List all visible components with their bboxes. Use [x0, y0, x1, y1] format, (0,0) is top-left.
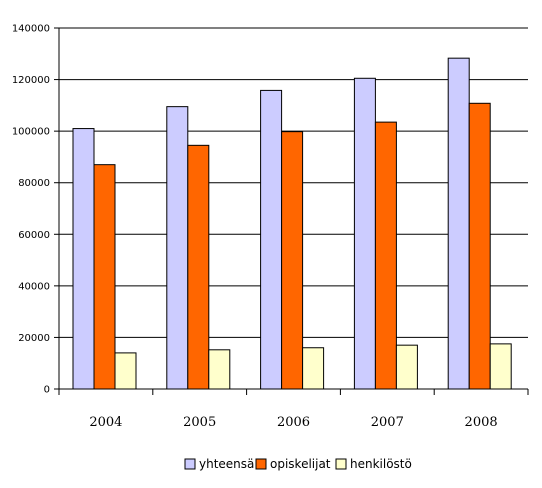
- bar-opiskelijat-2006: [281, 131, 304, 390]
- legend-swatch-opiskelijat: [255, 458, 267, 470]
- legend-label: opiskelijat: [270, 457, 331, 471]
- y-tick-labels: 0 20000 40000 60000 80000 100000 120000 140000: [12, 24, 50, 396]
- y-tick-label: 140000: [12, 24, 50, 35]
- bar-henkilöstö-2008: [489, 343, 512, 390]
- legend-label: yhteensä: [199, 457, 254, 471]
- bar-yhteensä-2004: [72, 128, 95, 390]
- bar-henkilöstö-2004: [114, 352, 137, 390]
- y-tick-label: 60000: [18, 230, 50, 241]
- legend-label: henkilöstö: [350, 457, 412, 471]
- bar-henkilöstö-2006: [302, 347, 325, 390]
- legend-swatch-henkilöstö: [335, 458, 347, 470]
- y-tick-label: 80000: [18, 178, 50, 189]
- bar-opiskelijat-2007: [374, 121, 397, 390]
- y-tick-label: 120000: [12, 75, 50, 86]
- bar-opiskelijat-2008: [468, 102, 491, 390]
- category-label: 2004: [89, 415, 122, 430]
- legend-swatch-yhteensä: [184, 458, 196, 470]
- bar-opiskelijat-2004: [93, 164, 116, 390]
- category-label: 2005: [183, 415, 216, 430]
- bar-henkilöstö-2005: [208, 349, 231, 390]
- bar-yhteensä-2006: [260, 89, 283, 390]
- category-labels: 2004 2005 2006 2007 2008: [89, 415, 497, 430]
- y-tick-label: 40000: [18, 281, 50, 292]
- legend: yhteensä opiskelijat henkilöstö: [184, 457, 412, 471]
- bar-yhteensä-2007: [353, 77, 376, 390]
- category-label: 2007: [371, 415, 404, 430]
- y-tick-label: 0: [44, 385, 50, 396]
- y-tick-label: 20000: [18, 333, 50, 344]
- bar-yhteensä-2008: [447, 57, 470, 390]
- bar-yhteensä-2005: [166, 106, 189, 390]
- axes: [54, 27, 529, 395]
- category-label: 2006: [277, 415, 310, 430]
- bars: [72, 57, 512, 390]
- bar-henkilöstö-2007: [395, 344, 418, 390]
- bar-opiskelijat-2005: [187, 144, 210, 390]
- y-tick-label: 100000: [12, 127, 50, 138]
- category-label: 2008: [465, 415, 498, 430]
